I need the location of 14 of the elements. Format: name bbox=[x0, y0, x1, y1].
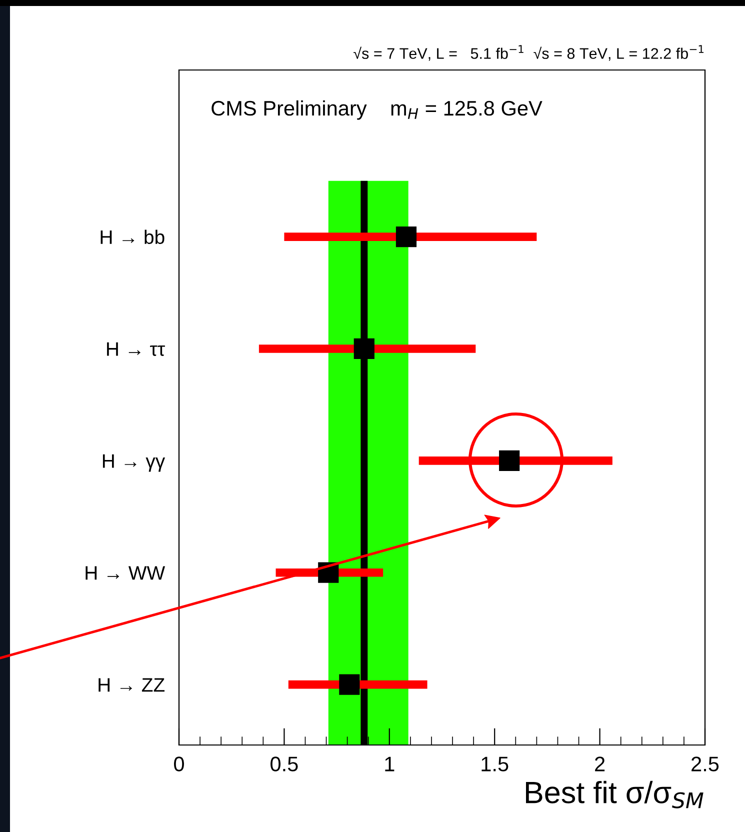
chart-title: √s = 7 TeV, L = 5.1 fb$^{−1}$ √s = 8 TeV, L = 12.2 fb$^{−1}$ bbox=[354, 45, 704, 61]
y-tick-label: H → ττ bbox=[107, 342, 165, 356]
y-tick-label: H → bb bbox=[100, 230, 164, 244]
x-tick-label: 1 bbox=[385, 756, 394, 772]
text: CMS Preliminary m$_{H}$ = 125.8 GeV bbox=[212, 100, 542, 120]
x-tick-label: 0 bbox=[174, 756, 184, 772]
y-tick-label: H → ZZ bbox=[98, 678, 165, 692]
y-tick-label: H → WW bbox=[86, 566, 166, 580]
x-axis-title: Best fit σ/σ$_{SM}$ bbox=[526, 780, 704, 808]
x-tick-label: 0.5 bbox=[270, 756, 298, 772]
x-tick-label: 1.5 bbox=[482, 756, 508, 772]
x-tick-label: 2 bbox=[595, 756, 605, 772]
y-tick-label: H → γγ bbox=[102, 454, 166, 472]
x-tick-label: 2.5 bbox=[692, 756, 719, 772]
